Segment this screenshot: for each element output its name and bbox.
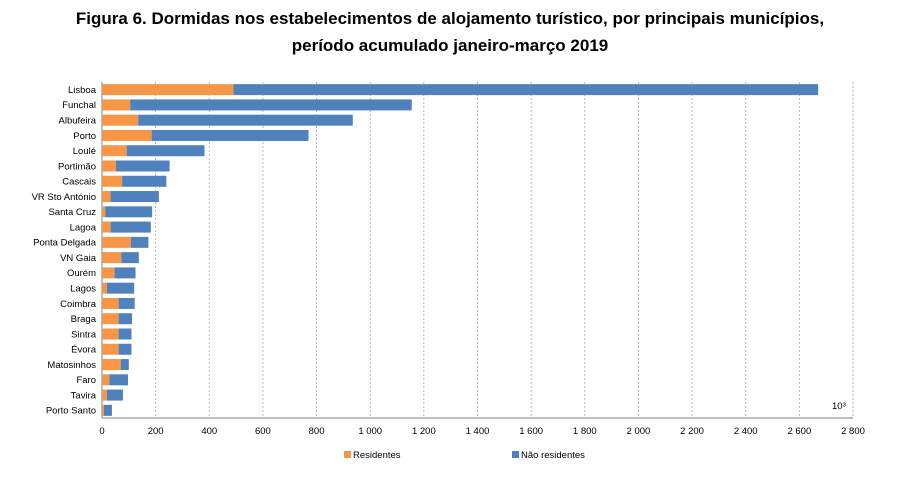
bar-nao-residentes [130, 99, 412, 111]
x-tick-label: 2 400 [734, 426, 758, 437]
bar-residentes [102, 328, 119, 340]
category-label: Santa Cruz [48, 207, 96, 218]
legend-label: Não residentes [521, 450, 585, 461]
bar-nao-residentes [138, 114, 353, 126]
bars [102, 84, 819, 416]
bar-residentes [102, 221, 111, 233]
bar-nao-residentes [126, 145, 205, 157]
bar-residentes [102, 84, 234, 96]
x-tick-labels: 0 200 400 600 800 1 000 1 200 1 400 1 600 1 800 2 … [99, 426, 865, 437]
category-label: Ponta Delgada [33, 238, 97, 249]
bar-residentes [102, 114, 139, 126]
category-labels: Lisboa Funchal Albufeira Porto Loulé Portimão… [32, 85, 97, 417]
bar-nao-residentes [118, 343, 132, 355]
bar-nao-residentes [118, 313, 133, 325]
bar-residentes [102, 160, 116, 172]
bar-nao-residentes [106, 282, 135, 294]
category-label: Tavira [71, 390, 97, 401]
x-tick-label: 2 800 [841, 426, 865, 437]
bar-residentes [102, 145, 127, 157]
bar-nao-residentes [103, 404, 112, 416]
chart-title-line2: período acumulado janeiro-março 2019 [291, 36, 609, 55]
bar-residentes [102, 297, 119, 309]
category-label: Albufeira [59, 115, 97, 126]
bar-nao-residentes [118, 328, 132, 340]
unit-label: 10³ [832, 401, 846, 412]
bar-residentes [102, 343, 119, 355]
x-tick-label: 0 [99, 426, 104, 437]
category-label: VN Gaia [60, 253, 97, 264]
category-label: VR Sto António [32, 192, 96, 203]
bar-nao-residentes [115, 160, 170, 172]
x-tick-label: 2 000 [627, 426, 651, 437]
category-label: Loulé [73, 146, 96, 157]
x-tick-label: 800 [309, 426, 325, 437]
bar-residentes [102, 252, 122, 264]
bar-nao-residentes [109, 374, 129, 386]
x-tick-label: 1 600 [519, 426, 543, 437]
bar-residentes [102, 99, 131, 111]
category-label: Ourém [67, 268, 96, 279]
bar-nao-residentes [110, 191, 159, 203]
x-tick-label: 600 [255, 426, 271, 437]
category-label: Lagoa [70, 222, 97, 233]
category-label: Coimbra [60, 299, 97, 310]
bar-residentes [102, 404, 104, 416]
bar-nao-residentes [120, 359, 129, 371]
legend-label: Residentes [353, 450, 401, 461]
category-label: Lagos [70, 283, 96, 294]
bar-nao-residentes [151, 129, 309, 141]
bar-nao-residentes [130, 236, 149, 248]
category-label: Portimão [58, 161, 96, 172]
bar-nao-residentes [233, 84, 819, 96]
bar-nao-residentes [106, 389, 123, 401]
bar-residentes [102, 359, 121, 371]
category-label: Cascais [62, 177, 96, 188]
bar-nao-residentes [114, 267, 136, 279]
bar-residentes [102, 129, 152, 141]
x-tick-label: 2 600 [787, 426, 811, 437]
bar-nao-residentes [121, 252, 139, 264]
category-label: Lisboa [68, 85, 97, 96]
bar-nao-residentes [110, 221, 151, 233]
bar-residentes [102, 236, 131, 248]
x-tick-label: 1 000 [358, 426, 382, 437]
x-tick-label: 1 800 [573, 426, 597, 437]
bar-nao-residentes [118, 297, 135, 309]
category-label: Sintra [71, 329, 97, 340]
bar-residentes [102, 389, 107, 401]
category-label: Matosinhos [47, 360, 96, 371]
bar-nao-residentes [105, 206, 153, 218]
category-label: Porto Santo [46, 406, 96, 417]
bar-residentes [102, 267, 115, 279]
bar-residentes [102, 374, 110, 386]
chart-title-line1: Figura 6. Dormidas nos estabelecimentos … [75, 9, 825, 28]
bar-residentes [102, 313, 119, 325]
legend: Residentes Não residentes [344, 450, 585, 461]
category-label: Braga [71, 314, 97, 325]
category-label: Faro [76, 375, 96, 386]
bar-residentes [102, 175, 123, 187]
x-tick-label: 400 [201, 426, 217, 437]
category-label: Funchal [62, 100, 96, 111]
legend-swatch [344, 451, 351, 458]
x-tick-label: 1 200 [412, 426, 436, 437]
x-tick-label: 200 [148, 426, 164, 437]
category-label: Évora [71, 345, 97, 356]
bar-residentes [102, 206, 106, 218]
category-label: Porto [73, 131, 96, 142]
x-tick-label: 1 400 [466, 426, 490, 437]
x-tick-label: 2 200 [680, 426, 704, 437]
legend-swatch [512, 451, 519, 458]
bar-residentes [102, 191, 111, 203]
bar-nao-residentes [122, 175, 167, 187]
bar-residentes [102, 282, 107, 294]
